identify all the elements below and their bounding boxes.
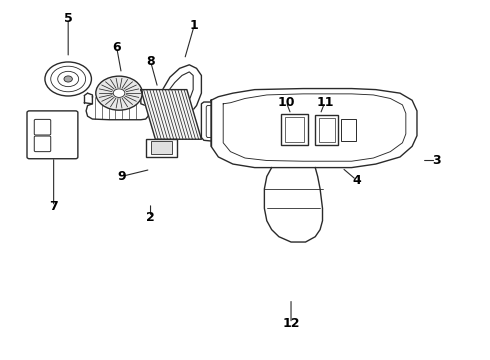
Bar xyxy=(281,114,308,145)
FancyBboxPatch shape xyxy=(34,136,51,152)
Bar xyxy=(150,141,172,154)
Text: 7: 7 xyxy=(49,200,58,213)
FancyBboxPatch shape xyxy=(27,111,78,159)
Circle shape xyxy=(51,66,86,92)
Text: 1: 1 xyxy=(190,19,198,32)
Text: 11: 11 xyxy=(316,95,334,108)
Text: 12: 12 xyxy=(282,317,300,330)
Circle shape xyxy=(45,62,92,96)
Text: 8: 8 xyxy=(146,55,155,68)
Text: 3: 3 xyxy=(432,154,441,167)
Circle shape xyxy=(64,76,73,82)
Circle shape xyxy=(58,71,78,87)
Circle shape xyxy=(113,89,125,98)
Text: 10: 10 xyxy=(277,95,295,108)
Text: 5: 5 xyxy=(64,12,73,25)
Text: 2: 2 xyxy=(146,211,155,224)
Text: 4: 4 xyxy=(352,174,361,186)
Text: 6: 6 xyxy=(112,41,121,54)
Bar xyxy=(318,118,335,142)
Text: 9: 9 xyxy=(117,170,126,183)
Bar xyxy=(341,119,356,141)
Bar xyxy=(146,139,177,157)
Bar xyxy=(315,116,339,145)
FancyBboxPatch shape xyxy=(34,120,51,135)
Bar xyxy=(285,117,304,142)
Polygon shape xyxy=(141,90,201,139)
Circle shape xyxy=(96,76,142,110)
